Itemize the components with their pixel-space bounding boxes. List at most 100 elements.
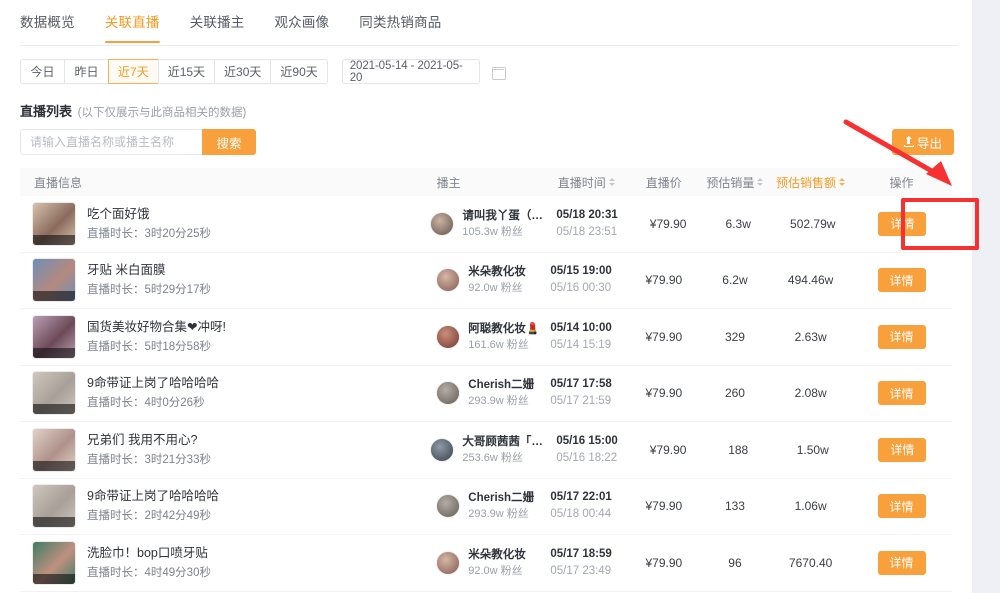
cell-operations: 详情 <box>853 211 952 236</box>
estimated-amount-value: 1.50w <box>796 442 829 457</box>
range-button-2[interactable]: 近7天 <box>108 59 158 84</box>
detail-button-row-7[interactable]: 详情 <box>877 550 926 575</box>
tab-2[interactable]: 关联播主 <box>190 0 245 31</box>
live-thumbnail[interactable] <box>32 484 76 529</box>
live-start-time: 05/17 17:58 <box>550 378 612 391</box>
export-button[interactable]: 导出 <box>892 129 954 155</box>
section-title-text: 直播列表 <box>20 104 73 119</box>
live-duration-value: 5时18分58秒 <box>144 340 211 353</box>
column-header-volume[interactable]: 预估销量 <box>700 174 770 191</box>
live-title[interactable]: 洗脸巾！bop口喷牙贴 <box>87 545 208 560</box>
live-duration-prefix: 直播时长： <box>87 227 145 240</box>
anchor-fans: 92.0w 粉丝 <box>468 281 526 295</box>
live-title[interactable]: 牙贴 米白面膜 <box>87 263 166 278</box>
anchor-fans: 161.6w 粉丝 <box>468 338 540 352</box>
column-header-time[interactable]: 直播时间 <box>545 174 628 191</box>
cell-estimated-volume: 133 <box>700 499 770 513</box>
search-button[interactable]: 搜索 <box>202 129 256 155</box>
estimated-amount-value: 502.79w <box>790 216 836 231</box>
tab-0[interactable]: 数据概览 <box>20 0 75 31</box>
estimated-amount-value: 494.46w <box>787 273 834 288</box>
calendar-icon[interactable] <box>491 65 506 80</box>
live-duration-value: 4时0分26秒 <box>144 397 205 410</box>
sort-toggle-icon[interactable] <box>839 178 846 186</box>
live-end-time: 05/16 18:22 <box>556 451 618 464</box>
live-title[interactable]: 国货美妆好物合集❤冲呀! <box>87 319 226 334</box>
estimated-volume-value: 329 <box>724 329 745 344</box>
cell-live-info: 9命带证上岗了哈哈哈哈 直播时长：4时0分26秒 <box>20 371 428 416</box>
live-title[interactable]: 吃个面好饿 <box>87 206 150 221</box>
column-header-label: 直播时间 <box>557 175 606 190</box>
anchor-name[interactable]: Cherish二姗 <box>468 492 535 505</box>
tab-1[interactable]: 关联直播 <box>104 0 160 43</box>
upload-icon <box>903 136 914 148</box>
live-title[interactable]: 兄弟们 我用不用心? <box>87 432 198 447</box>
column-header-label: 操作 <box>889 175 914 190</box>
table-row: 牙贴 米白面膜 直播时长：5时29分17秒 米朵教化妆 92.0w 粉丝 05/15 1… <box>20 253 952 309</box>
live-end-time: 05/18 23:51 <box>556 225 618 238</box>
detail-button-row-1[interactable]: 详情 <box>878 211 927 236</box>
live-duration-value: 2时42分49秒 <box>144 510 211 523</box>
detail-button-row-3[interactable]: 详情 <box>877 324 926 349</box>
estimated-volume-value: 260 <box>724 386 745 401</box>
live-start-time: 05/17 22:01 <box>550 491 612 504</box>
live-thumbnail[interactable] <box>32 371 76 416</box>
live-end-time: 05/18 00:44 <box>550 508 612 521</box>
range-button-0[interactable]: 今日 <box>20 59 64 84</box>
anchor-name[interactable]: 大哥顾茜茜「BC... <box>462 435 551 448</box>
avatar[interactable] <box>430 437 455 462</box>
anchor-fans-count: 92.0w <box>468 282 498 295</box>
cell-estimated-volume: 96 <box>700 556 770 570</box>
sort-toggle-icon[interactable] <box>608 178 615 186</box>
cell-live-price: ¥79.90 <box>633 217 704 231</box>
live-end-time: 05/14 15:19 <box>550 338 612 351</box>
range-button-4[interactable]: 近30天 <box>214 59 271 84</box>
live-thumbnail[interactable] <box>32 540 76 585</box>
live-thumbnail[interactable] <box>32 314 76 359</box>
search-input[interactable] <box>20 129 202 155</box>
live-duration-prefix: 直播时长： <box>87 510 145 523</box>
anchor-fans-suffix: 粉丝 <box>503 395 529 408</box>
live-thumbnail[interactable] <box>32 201 76 246</box>
range-button-1[interactable]: 昨日 <box>64 59 108 84</box>
live-title[interactable]: 9命带证上岗了哈哈哈哈 <box>87 376 219 391</box>
live-thumbnail[interactable] <box>32 427 76 472</box>
avatar[interactable] <box>436 268 461 293</box>
estimated-volume-value: 6.2w <box>722 273 748 288</box>
anchor-name[interactable]: Cherish二姗 <box>468 379 535 392</box>
avatar[interactable] <box>436 381 461 406</box>
detail-button-row-2[interactable]: 详情 <box>877 268 926 293</box>
date-range-picker[interactable]: 2021-05-14 - 2021-05-20 <box>341 59 480 84</box>
tab-label: 数据概览 <box>20 15 75 30</box>
cell-live-time: 05/17 17:58 05/17 21:59 <box>544 377 627 409</box>
avatar[interactable] <box>436 324 461 349</box>
live-title[interactable]: 9命带证上岗了哈哈哈哈 <box>87 489 219 504</box>
avatar[interactable] <box>436 494 461 519</box>
anchor-name[interactable]: 米朵教化妆 <box>468 266 526 279</box>
range-button-3[interactable]: 近15天 <box>157 59 215 84</box>
cell-anchor: 米朵教化妆 92.0w 粉丝 <box>428 548 544 578</box>
avatar[interactable] <box>436 550 461 575</box>
column-header-label: 直播价 <box>645 175 682 190</box>
anchor-name[interactable]: 米朵教化妆 <box>468 548 526 561</box>
cell-live-price: ¥79.90 <box>628 556 700 570</box>
anchor-name[interactable]: 请叫我丫蛋（丫丫） <box>462 209 550 222</box>
table-row: 国货美妆好物合集❤冲呀! 直播时长：5时18分58秒 阿聪教化妆💄 161.6w 粉丝… <box>20 309 952 366</box>
cell-anchor: 阿聪教化妆💄 161.6w 粉丝 <box>428 322 544 352</box>
cell-operations: 详情 <box>851 324 952 349</box>
detail-button-row-4[interactable]: 详情 <box>877 381 926 406</box>
tab-3[interactable]: 观众画像 <box>274 0 329 31</box>
avatar[interactable] <box>430 211 455 236</box>
live-end-time: 05/16 00:30 <box>550 282 612 295</box>
range-button-5[interactable]: 近90天 <box>270 59 328 84</box>
detail-button-row-6[interactable]: 详情 <box>877 494 926 519</box>
column-header-amount[interactable]: 预估销售额 <box>770 174 851 191</box>
live-price-value: ¥79.90 <box>645 386 683 401</box>
detail-button-row-5[interactable]: 详情 <box>878 437 927 462</box>
live-thumbnail[interactable] <box>32 258 76 303</box>
sort-toggle-icon[interactable] <box>757 178 764 186</box>
anchor-fans-count: 253.6w <box>462 451 498 464</box>
anchor-name[interactable]: 阿聪教化妆💄 <box>468 322 541 335</box>
tab-4[interactable]: 同类热销商品 <box>359 0 441 31</box>
